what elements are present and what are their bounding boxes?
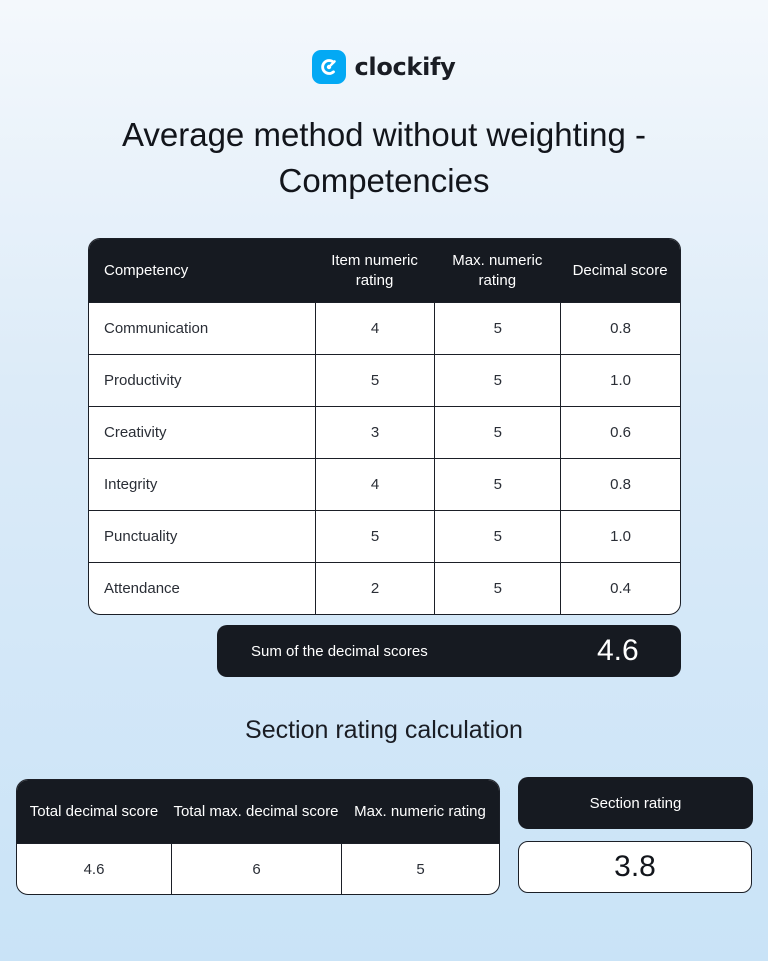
section-calculation-table: Total decimal score Total max. decimal s… <box>16 779 500 895</box>
section-rating-value: 3.8 <box>518 841 752 893</box>
max-rating: 5 <box>434 510 561 562</box>
competency-table-header: Competency Item numeric rating Max. nume… <box>89 239 680 302</box>
calculation-table-header: Total decimal score Total max. decimal s… <box>17 780 499 843</box>
competency-name: Integrity <box>89 458 315 510</box>
sum-label: Sum of the decimal scores <box>251 642 428 660</box>
max-rating: 5 <box>434 458 561 510</box>
max-rating: 5 <box>434 562 561 614</box>
column-header-total-max-decimal-score: Total max. decimal score <box>171 780 341 843</box>
column-header-total-decimal-score: Total decimal score <box>17 780 171 843</box>
decimal-score: 0.8 <box>560 458 680 510</box>
decimal-score: 0.6 <box>560 406 680 458</box>
competency-name: Creativity <box>89 406 315 458</box>
table-row: Integrity 4 5 0.8 <box>89 458 680 510</box>
decimal-score: 0.4 <box>560 562 680 614</box>
column-header-item-rating: Item numeric rating <box>314 239 435 302</box>
section-heading: Section rating calculation <box>245 716 523 744</box>
competency-name: Punctuality <box>89 510 315 562</box>
total-max-decimal-score-value: 6 <box>171 843 341 894</box>
item-rating: 4 <box>314 302 435 354</box>
competency-name: Communication <box>89 302 315 354</box>
item-rating: 3 <box>314 406 435 458</box>
max-rating: 5 <box>434 354 561 406</box>
brand-name: clockify <box>354 53 456 81</box>
title-line-2: Competencies <box>278 162 490 199</box>
sum-of-decimal-scores-box: Sum of the decimal scores 4.6 <box>217 625 681 677</box>
title-line-1: Average method without weighting - <box>121 116 647 153</box>
competency-name: Productivity <box>89 354 315 406</box>
max-numeric-rating-value: 5 <box>341 843 499 894</box>
table-row: Productivity 5 5 1.0 <box>89 354 680 406</box>
total-decimal-score-value: 4.6 <box>17 843 171 894</box>
brand-logo: clockify <box>0 50 768 84</box>
column-header-competency: Competency <box>89 239 315 302</box>
table-row: 4.6 6 5 <box>17 843 499 894</box>
section-rating-label: Section rating <box>518 777 753 829</box>
decimal-score: 1.0 <box>560 354 680 406</box>
decimal-score: 0.8 <box>560 302 680 354</box>
column-header-decimal-score: Decimal score <box>560 239 680 302</box>
column-header-max-rating: Max. numeric rating <box>434 239 561 302</box>
competency-name: Attendance <box>89 562 315 614</box>
table-row: Creativity 3 5 0.6 <box>89 406 680 458</box>
item-rating: 5 <box>314 354 435 406</box>
item-rating: 2 <box>314 562 435 614</box>
item-rating: 5 <box>314 510 435 562</box>
clockify-logo-icon <box>312 50 347 84</box>
table-row: Attendance 2 5 0.4 <box>89 562 680 614</box>
table-row: Punctuality 5 5 1.0 <box>89 510 680 562</box>
item-rating: 4 <box>314 458 435 510</box>
max-rating: 5 <box>434 406 561 458</box>
competency-table: Competency Item numeric rating Max. nume… <box>88 238 681 615</box>
page-title: Average method without weighting - Compe… <box>40 112 728 204</box>
column-header-max-numeric-rating: Max. numeric rating <box>341 780 499 843</box>
sum-value: 4.6 <box>597 634 639 667</box>
decimal-score: 1.0 <box>560 510 680 562</box>
max-rating: 5 <box>434 302 561 354</box>
table-row: Communication 4 5 0.8 <box>89 302 680 354</box>
